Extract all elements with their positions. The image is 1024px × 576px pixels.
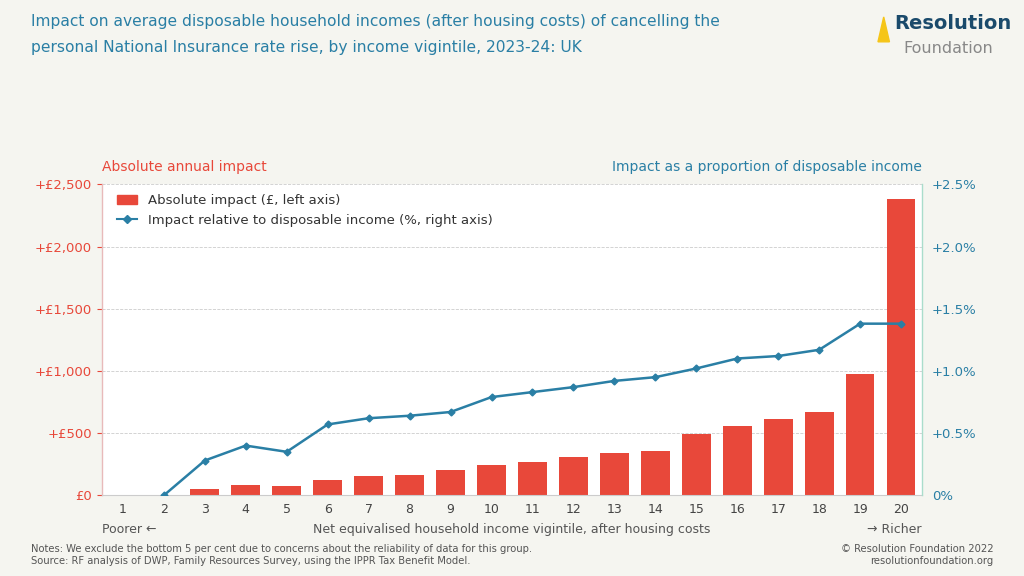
Text: Absolute annual impact: Absolute annual impact xyxy=(102,160,267,174)
Bar xyxy=(764,419,793,495)
Text: Impact on average disposable household incomes (after housing costs) of cancelli: Impact on average disposable household i… xyxy=(31,14,720,29)
Bar xyxy=(641,451,670,495)
Bar xyxy=(723,426,752,495)
Bar xyxy=(600,453,629,495)
Polygon shape xyxy=(878,17,890,42)
Bar xyxy=(354,476,383,495)
Bar xyxy=(395,475,424,495)
Text: → Richer: → Richer xyxy=(867,523,922,536)
Bar xyxy=(805,412,834,495)
Text: Net equivalised household income vigintile, after housing costs: Net equivalised household income viginti… xyxy=(313,523,711,536)
Bar xyxy=(231,485,260,495)
Text: Foundation: Foundation xyxy=(903,41,993,56)
Bar xyxy=(518,461,547,495)
Text: Poorer ←: Poorer ← xyxy=(102,523,157,536)
Text: personal National Insurance rate rise, by income vigintile, 2023-24: UK: personal National Insurance rate rise, b… xyxy=(31,40,582,55)
Text: Notes: We exclude the bottom 5 per cent due to concerns about the reliability of: Notes: We exclude the bottom 5 per cent … xyxy=(31,544,531,566)
Legend: Absolute impact (£, left axis), Impact relative to disposable income (%, right a: Absolute impact (£, left axis), Impact r… xyxy=(117,194,493,226)
Bar xyxy=(313,480,342,495)
Bar xyxy=(272,486,301,495)
Bar xyxy=(436,470,465,495)
Text: © Resolution Foundation 2022
resolutionfoundation.org: © Resolution Foundation 2022 resolutionf… xyxy=(841,544,993,566)
Bar xyxy=(682,434,711,495)
Text: Impact as a proportion of disposable income: Impact as a proportion of disposable inc… xyxy=(611,160,922,174)
Text: Resolution: Resolution xyxy=(894,14,1012,33)
Bar xyxy=(887,199,915,495)
Bar xyxy=(190,488,219,495)
Bar xyxy=(846,374,874,495)
Bar xyxy=(477,465,506,495)
Bar xyxy=(559,457,588,495)
